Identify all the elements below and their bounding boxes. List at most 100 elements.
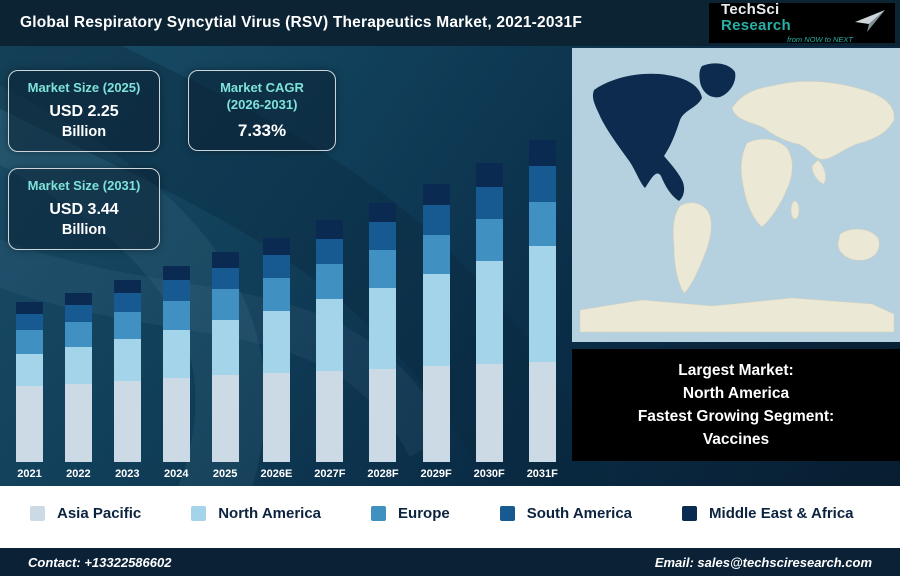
- bar-segment-asia-pacific: [64, 383, 92, 462]
- legend-swatch: [30, 505, 45, 521]
- info-line-fastest-segment-label: Fastest Growing Segment:: [637, 408, 835, 425]
- card-heading: Market Size (2031): [27, 178, 141, 193]
- legend-label: Middle East & Africa: [709, 504, 854, 522]
- bar-segment-middle-east-africa: [475, 163, 503, 187]
- bar-segment-middle-east-africa: [262, 238, 290, 255]
- market-size-2025-card: Market Size (2025) USD 2.25 Billion: [8, 70, 160, 152]
- bar-segment-middle-east-africa: [316, 220, 344, 239]
- legend-label: Asia Pacific: [57, 504, 142, 522]
- bar-stack: [528, 140, 556, 462]
- logo-text: TechSci Research from NOW to NEXT: [721, 2, 853, 43]
- bar-segment-asia-pacific: [162, 378, 190, 462]
- header-bar: Global Respiratory Syncytial Virus (RSV)…: [0, 0, 900, 46]
- bar-segment-middle-east-africa: [16, 302, 43, 314]
- bar-segment-north-america: [211, 320, 239, 376]
- card-unit: Billion: [61, 221, 107, 238]
- bar-stack: [113, 279, 141, 462]
- bar-segment-south-america: [64, 305, 92, 323]
- bar-column-2025: 2025: [211, 251, 239, 480]
- bar-stack: [369, 202, 397, 462]
- x-axis-label: 2023: [115, 468, 140, 480]
- x-axis-label: 2022: [66, 468, 91, 480]
- bar-column-2024: 2024: [162, 266, 190, 480]
- bar-stack: [422, 183, 450, 462]
- legend-swatch: [499, 505, 515, 521]
- x-axis-label: 2027F: [314, 468, 346, 480]
- x-axis-label: 2021: [17, 468, 42, 480]
- bar-segment-europe: [162, 300, 190, 330]
- bar-segment-north-america: [262, 310, 290, 374]
- bar-segment-europe: [369, 250, 397, 288]
- bar-segment-south-america: [211, 267, 239, 290]
- bar-column-2029F: 2029F: [420, 183, 452, 480]
- bar-segment-asia-pacific: [113, 380, 141, 462]
- bar-segment-north-america: [162, 329, 190, 378]
- bar-segment-asia-pacific: [475, 364, 503, 462]
- world-map-svg: [572, 48, 900, 342]
- bar-stack: [262, 238, 290, 462]
- bar-stack: [162, 266, 190, 462]
- world-map: [572, 48, 900, 342]
- techsci-research-logo: TechSci Research from NOW to NEXT: [709, 2, 895, 43]
- bar-segment-north-america: [64, 347, 92, 384]
- x-axis-label: 2026E: [260, 468, 293, 480]
- bar-segment-asia-pacific: [369, 368, 397, 462]
- card-heading-line2: (2026-2031): [226, 96, 298, 112]
- bar-column-2027F: 2027F: [314, 220, 345, 480]
- bar-column-2030F: 2030F: [474, 163, 505, 480]
- bar-segment-europe: [316, 264, 344, 299]
- card-heading: Market CAGR: [220, 80, 304, 95]
- x-axis-label: 2030F: [473, 468, 505, 480]
- bar-column-2021: 2021: [16, 302, 43, 480]
- bar-segment-middle-east-africa: [211, 251, 239, 268]
- legend-item-middle-east-africa: Middle East & Africa: [682, 504, 854, 522]
- bar-segment-middle-east-africa: [528, 140, 556, 167]
- bar-segment-south-america: [113, 293, 141, 312]
- card-value: 7.33%: [237, 120, 287, 140]
- logo-wordmark: TechSci Research: [721, 2, 853, 34]
- bar-stack: [16, 302, 43, 462]
- legend-label: North America: [218, 504, 322, 522]
- bar-plot: 2021 2022 2023 2024 2025 2026E 2027F 2028F 2029F…: [16, 140, 558, 480]
- bar-segment-middle-east-africa: [113, 279, 141, 294]
- card-unit: Billion: [61, 123, 107, 140]
- bar-segment-europe: [528, 201, 556, 247]
- bar-segment-north-america: [528, 246, 556, 363]
- bar-column-2023: 2023: [113, 279, 141, 480]
- contact-phone: Contact: +13322586602: [28, 554, 172, 570]
- bar-segment-south-america: [528, 166, 556, 202]
- x-axis-label: 2024: [163, 468, 189, 480]
- legend-swatch: [371, 505, 387, 521]
- legend-swatch: [682, 505, 698, 521]
- bar-column-2028F: 2028F: [367, 202, 399, 480]
- bar-stack: [64, 293, 92, 462]
- x-axis-label: 2028F: [367, 468, 399, 480]
- logo-tagline: from NOW to NEXT: [787, 34, 853, 44]
- bar-column-2026E: 2026E: [260, 238, 293, 480]
- bar-segment-asia-pacific: [316, 370, 344, 462]
- logo-word-primary: TechSci: [721, 1, 780, 19]
- x-axis-label: 2025: [212, 468, 238, 480]
- bar-segment-middle-east-africa: [64, 293, 92, 306]
- bar-segment-asia-pacific: [528, 362, 556, 462]
- bar-segment-north-america: [369, 287, 397, 369]
- legend-item-europe: Europe: [371, 505, 450, 522]
- bar-segment-asia-pacific: [422, 365, 450, 462]
- legend-item-north-america: North America: [191, 505, 321, 522]
- bar-segment-south-america: [162, 280, 190, 301]
- bar-segment-middle-east-africa: [162, 266, 190, 281]
- bar-stack: [211, 251, 239, 462]
- bar-segment-middle-east-africa: [369, 202, 397, 223]
- legend-label: South America: [526, 504, 633, 522]
- bar-segment-europe: [422, 235, 450, 275]
- bar-segment-asia-pacific: [16, 385, 43, 462]
- market-size-2031-card: Market Size (2031) USD 3.44 Billion: [8, 168, 160, 250]
- bar-segment-south-america: [16, 313, 43, 330]
- bar-column-2031F: 2031F: [527, 140, 558, 480]
- bar-segment-europe: [475, 219, 503, 262]
- bar-segment-south-america: [422, 205, 450, 236]
- logo-word-secondary: Research: [721, 17, 791, 35]
- card-value: USD 3.44: [49, 200, 119, 218]
- bar-stack: [475, 163, 503, 462]
